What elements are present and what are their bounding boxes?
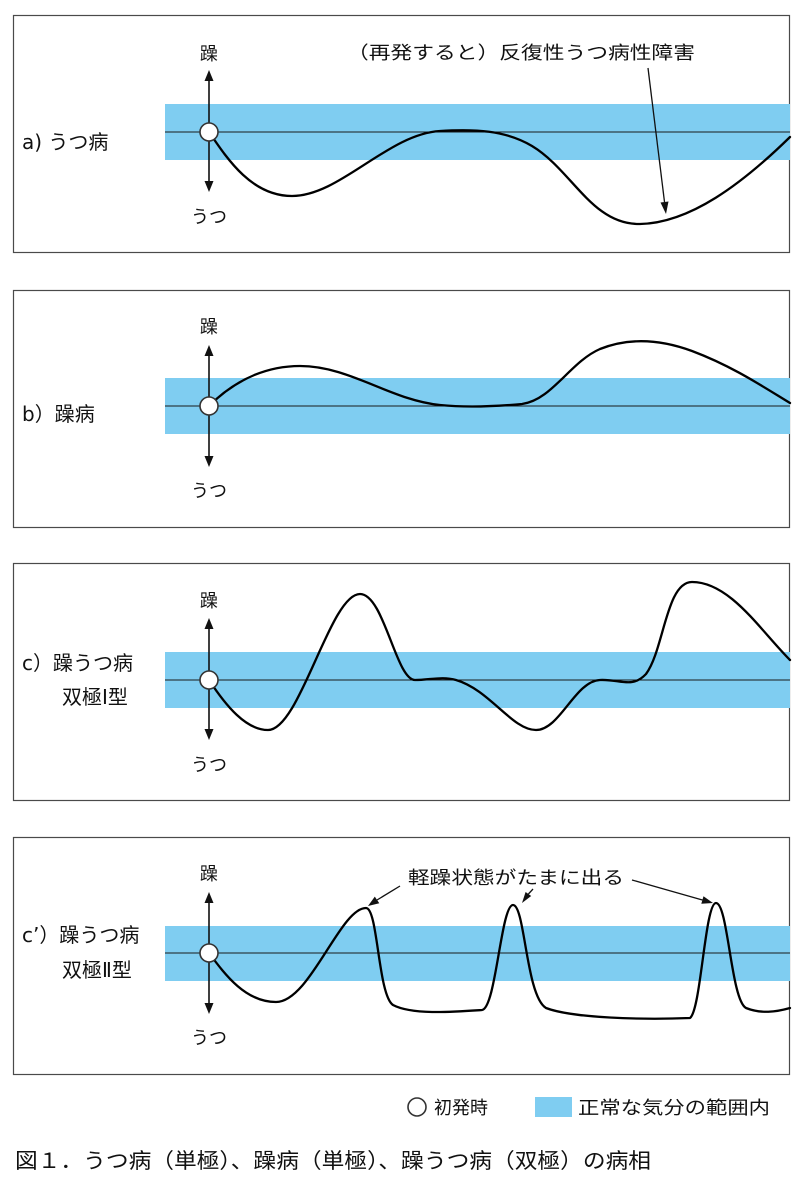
- onset-marker: [199, 670, 219, 690]
- down-arrowhead-icon: [204, 1003, 214, 1014]
- panel-title: c’）躁うつ病: [22, 923, 139, 947]
- figure-caption: 図１．うつ病（単極）、躁病（単極）、躁うつ病（双極）の病相: [15, 1149, 651, 1173]
- onset-marker: [199, 396, 219, 416]
- legend-onset-marker: [407, 1097, 427, 1117]
- onset-marker: [199, 943, 219, 963]
- mania-pole-label: 躁: [200, 864, 218, 885]
- up-arrowhead-icon: [204, 70, 214, 81]
- annotation-pointer-line: [527, 888, 534, 895]
- mood-course-curve: [207, 580, 792, 732]
- annotation-arrowhead-icon: [522, 892, 532, 903]
- legend: 初発時 正常な気分の範囲内: [407, 1097, 770, 1119]
- panel-subtype: 双極Ⅱ型: [62, 958, 132, 982]
- panel-title: b）躁病: [22, 402, 95, 426]
- up-arrowhead-icon: [204, 892, 214, 903]
- panel-c-bipolar-1: 躁 うつ c）躁うつ病 双極Ⅰ型: [12, 562, 792, 802]
- annotation-arrowhead-icon: [368, 896, 380, 906]
- panel-title: c）躁うつ病: [22, 651, 133, 675]
- panel-c-prime-bipolar-2: 躁 うつ c’）躁うつ病 双極Ⅱ型 軽躁状態がたまに出る: [12, 836, 792, 1076]
- annotation-pointer-line: [631, 879, 703, 901]
- depression-pole-label: うつ: [191, 755, 227, 776]
- panel-a-depression: 躁 うつ a) うつ病 （再発すると）反復性うつ病性障害: [12, 14, 792, 254]
- down-arrowhead-icon: [204, 729, 214, 740]
- annotation-arrowhead-icon: [701, 896, 713, 904]
- mood-course-curve: [207, 340, 792, 408]
- up-arrowhead-icon: [204, 345, 214, 356]
- annotation-arrowhead-icon: [660, 201, 669, 214]
- depression-pole-label: うつ: [191, 207, 227, 228]
- mania-pole-label: 躁: [200, 591, 218, 612]
- panel-subtype: 双極Ⅰ型: [62, 685, 128, 709]
- down-arrowhead-icon: [204, 456, 214, 467]
- mania-pole-label: 躁: [200, 317, 218, 338]
- onset-marker: [199, 122, 219, 142]
- legend-normal-band-swatch: [535, 1097, 572, 1117]
- recurrent-depression-annotation: （再発すると）反復性うつ病性障害: [347, 43, 695, 64]
- legend-normal-range-label: 正常な気分の範囲内: [578, 1098, 770, 1119]
- panel-b-mania: 躁 うつ b）躁病: [12, 289, 792, 529]
- annotation-pointer-line: [647, 67, 666, 203]
- mood-course-curve: [207, 129, 792, 226]
- annotation-pointer-line: [376, 885, 401, 901]
- hypomania-annotation: 軽躁状態がたまに出る: [408, 868, 624, 889]
- mood-course-curve: [207, 901, 792, 1020]
- depression-pole-label: うつ: [191, 1028, 227, 1049]
- mania-pole-label: 躁: [200, 44, 218, 65]
- panel-title: a) うつ病: [22, 130, 108, 154]
- down-arrowhead-icon: [204, 181, 214, 192]
- up-arrowhead-icon: [204, 618, 214, 629]
- legend-onset-label: 初発時: [434, 1098, 488, 1119]
- depression-pole-label: うつ: [191, 481, 227, 502]
